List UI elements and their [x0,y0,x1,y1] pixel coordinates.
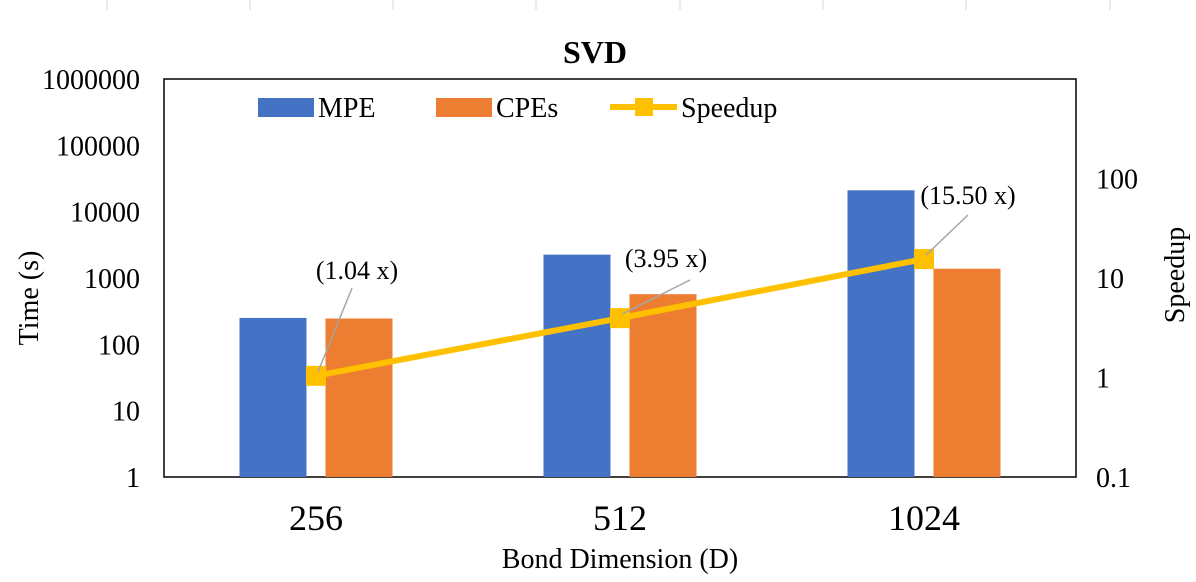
speedup-point-256 [306,365,326,386]
x-axis-label: Bond Dimension (D) [502,544,738,575]
speedup-point-1024 [914,249,934,270]
y-tick-label: 10 [112,397,140,428]
chart-title: SVD [563,34,627,70]
bar-mpe-256 [239,317,307,477]
y-tick-label: 10000 [70,198,140,229]
y-axis-ticks: 1 10 100 1000 10000 100000 1000000 [42,65,140,494]
speedup-line-group [306,249,934,386]
bars-group [239,190,1001,477]
y2-axis-ticks: 0.1 1 10 100 [1096,165,1138,495]
y-tick-label: 100000 [56,131,140,162]
legend-label-cpes: CPEs [496,93,558,124]
x-tick-label: 512 [593,498,647,538]
legend-swatch-mpe [258,98,314,117]
bar-cpes-512 [629,294,697,477]
x-tick-label: 1024 [888,498,960,538]
y-axis-label: Time (s) [14,251,45,346]
y-tick-label: 1000 [84,264,140,295]
bar-mpe-512 [543,254,611,477]
x-axis-ticks: 256 512 1024 [289,498,960,538]
y2-tick-label: 1 [1096,364,1110,395]
y2-tick-label: 100 [1096,165,1138,196]
plot-area [163,78,1077,478]
x-tick-label: 256 [289,498,343,538]
legend-swatch-cpes [436,98,492,117]
legend-label-speedup: Speedup [681,93,777,124]
bar-cpes-256 [325,318,393,477]
y2-tick-label: 10 [1096,264,1124,295]
y2-tick-label: 0.1 [1096,463,1131,494]
y2-axis-label: Speedup [1160,227,1191,323]
annotation-leader-1024 [925,214,969,256]
annotation-speedup-1024: (15.50 x) [920,181,1015,210]
y-tick-label: 1 [126,463,140,494]
annotation-leader-256 [317,287,353,373]
bar-cpes-1024 [933,268,1001,477]
legend-label-mpe: MPE [318,93,376,124]
legend: MPE CPEs Speedup [258,93,777,124]
y-tick-label: 1000000 [42,65,140,96]
top-edge-ticks [106,0,1111,10]
annotation-leader-512 [621,279,691,315]
annotation-speedup-256: (1.04 x) [316,256,398,285]
legend-marker-speedup [635,98,653,116]
annotations-group: (1.04 x) (3.95 x) (15.50 x) [316,181,1016,373]
bar-mpe-1024 [847,190,915,477]
y-tick-label: 100 [98,330,140,361]
annotation-speedup-512: (3.95 x) [625,244,707,273]
